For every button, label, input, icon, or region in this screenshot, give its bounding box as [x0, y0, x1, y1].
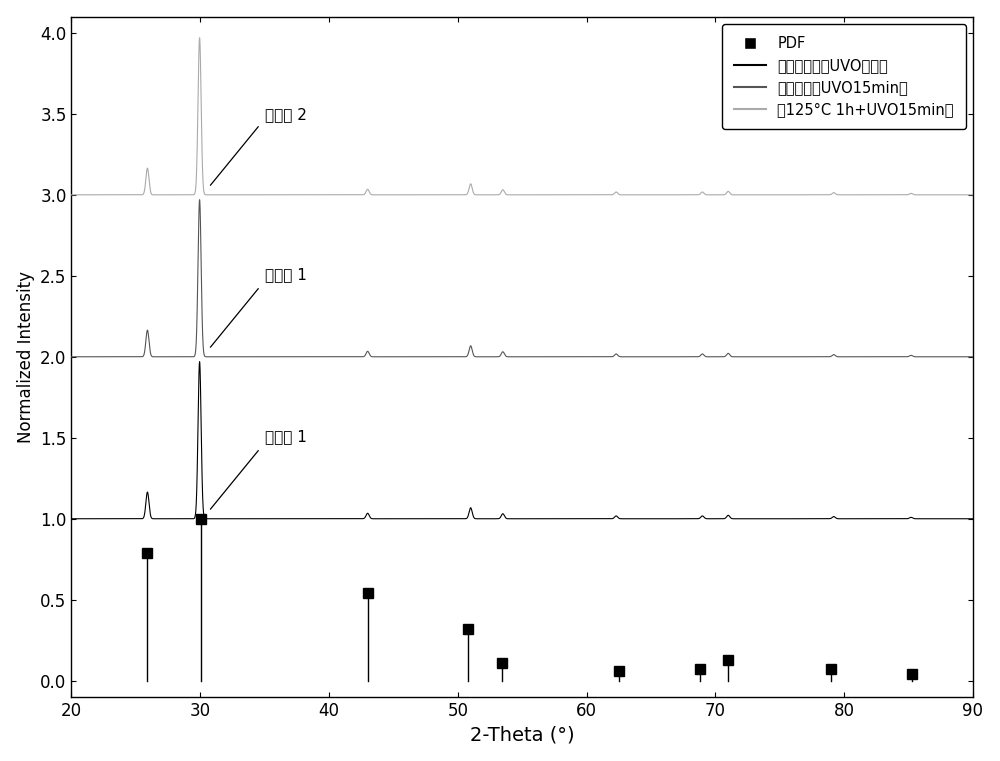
X-axis label: 2-Theta (°): 2-Theta (°) [470, 725, 574, 744]
Text: 实施例 2: 实施例 2 [265, 107, 306, 122]
Text: 对比例 1: 对比例 1 [265, 429, 306, 444]
Y-axis label: Normalized Intensity: Normalized Intensity [17, 271, 35, 443]
Text: 实施例 1: 实施例 1 [265, 267, 306, 282]
Legend: PDF, （不退火、未UVO处理）, （不退火、UVO15min）, （125°C 1h+UVO15min）: PDF, （不退火、未UVO处理）, （不退火、UVO15min）, （125°… [722, 24, 966, 129]
